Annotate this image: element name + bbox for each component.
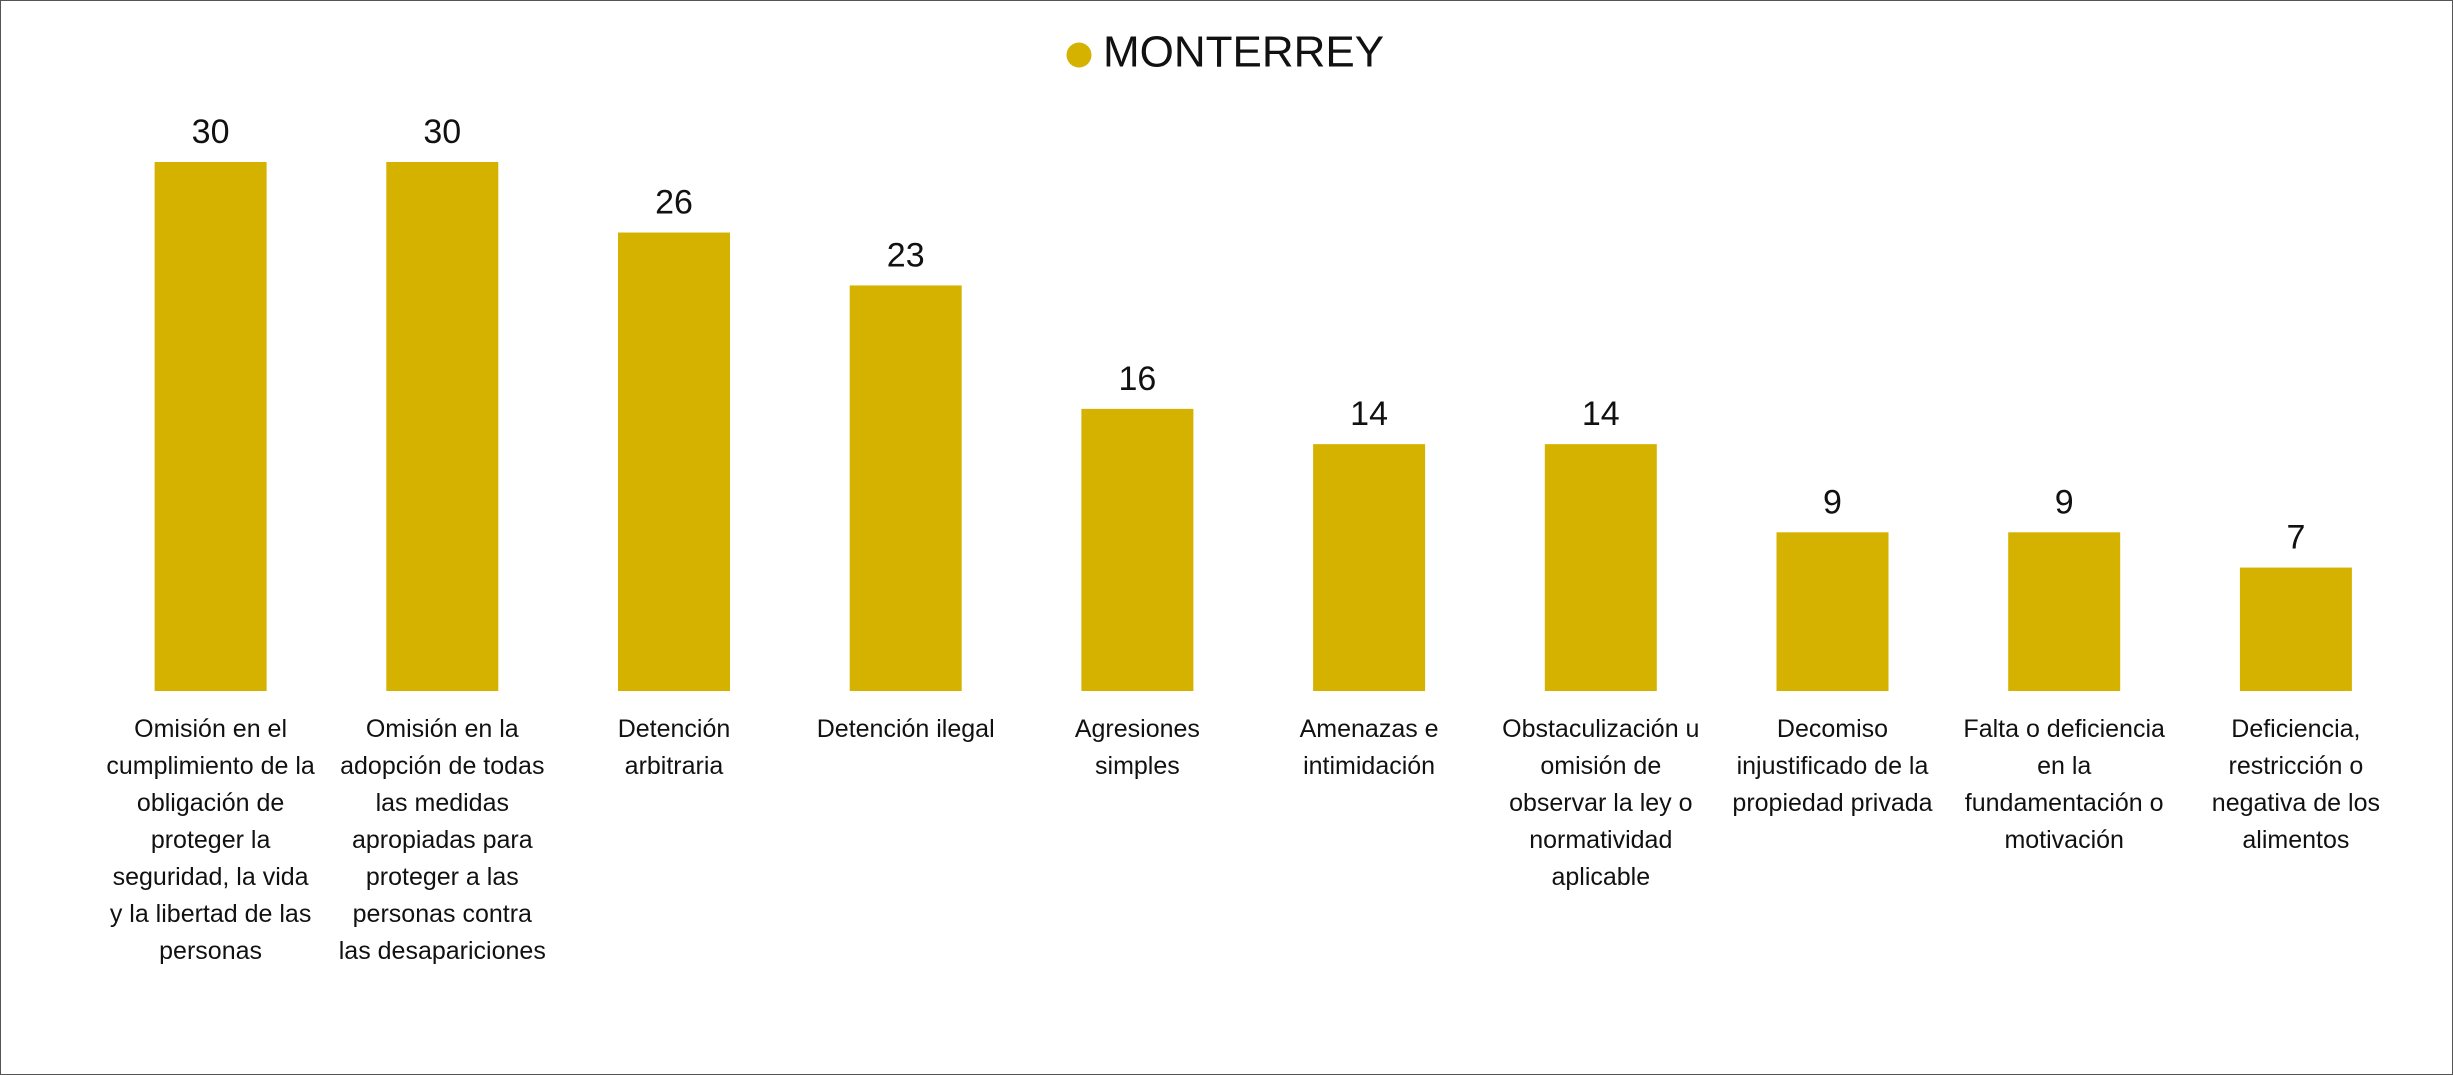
- bar: [386, 162, 499, 691]
- value-label: 30: [423, 113, 461, 151]
- value-label: 9: [2055, 483, 2074, 521]
- value-label: 26: [655, 184, 693, 222]
- x-tick-label: Omisión en la adopción de todas las medi…: [338, 715, 546, 965]
- value-label: 30: [192, 113, 230, 151]
- bar: [2239, 567, 2352, 691]
- x-tick-label: Deficiencia, restricción o negativa de l…: [2211, 715, 2380, 854]
- value-label: 14: [1582, 395, 1620, 433]
- value-label: 14: [1350, 395, 1388, 433]
- bar: [618, 232, 730, 692]
- bar: [1776, 532, 1889, 691]
- bar: [1544, 444, 1657, 691]
- x-tick-label: Agresiones simples: [1074, 715, 1200, 780]
- x-tick-label: Falta o deficiencia en la fundamentación…: [1963, 715, 2165, 854]
- x-tick-label: Amenazas e intimidación: [1299, 715, 1439, 780]
- x-tick-label: Decomiso injustificado de la propiedad p…: [1732, 715, 1933, 817]
- legend-swatch: [1066, 42, 1092, 68]
- x-tick-label: Obstaculización u omisión de observar la…: [1502, 715, 1700, 891]
- value-label: 7: [2286, 519, 2305, 557]
- value-label: 9: [1823, 483, 1842, 521]
- x-tick-label: Detención arbitraria: [617, 715, 731, 780]
- value-label: 23: [887, 236, 925, 274]
- bar: [849, 285, 962, 691]
- value-label: 16: [1118, 360, 1156, 398]
- bar: [154, 162, 267, 691]
- bar: [2008, 532, 2121, 691]
- bar: [1081, 408, 1194, 691]
- legend-label: MONTERREY: [1103, 28, 1384, 77]
- x-tick-label: Detención ilegal: [816, 715, 995, 743]
- bar: [1313, 444, 1426, 691]
- x-tick-label: Omisión en el cumplimiento de la obligac…: [106, 715, 315, 965]
